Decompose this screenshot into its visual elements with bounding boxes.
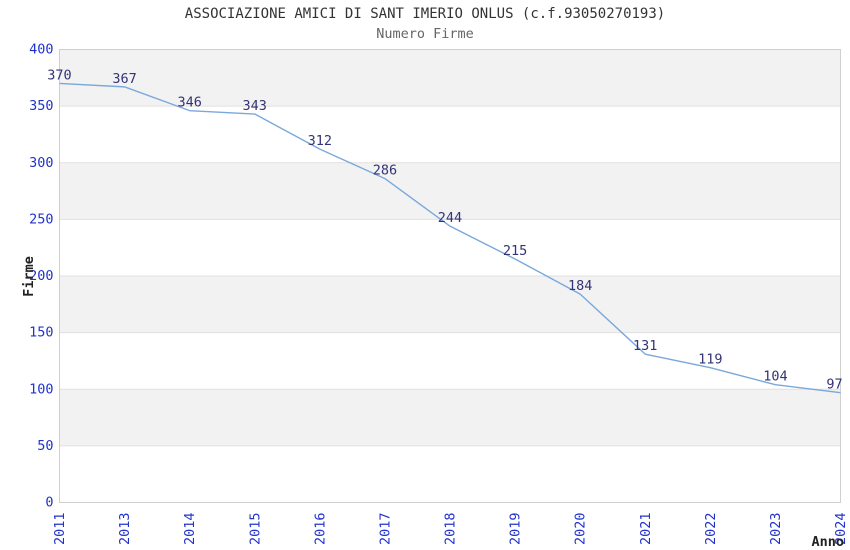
chart-subtitle: Numero Firme — [376, 26, 474, 42]
x-tick-label: 2021 — [638, 513, 654, 546]
plot-band — [59, 445, 841, 503]
plot-band — [59, 332, 841, 390]
x-tick-label: 2022 — [703, 513, 719, 546]
y-axis-title: Firme — [21, 256, 37, 297]
x-tick-label: 2011 — [52, 513, 68, 546]
y-tick-label: 250 — [29, 211, 53, 227]
data-point-label: 312 — [308, 133, 332, 149]
x-tick-label: 2013 — [117, 513, 133, 546]
plot-band — [59, 162, 841, 220]
data-point-label: 367 — [112, 71, 136, 87]
x-tick-label: 2019 — [508, 513, 524, 546]
chart-title: ASSOCIAZIONE AMICI DI SANT IMERIO ONLUS … — [184, 6, 666, 22]
y-tick-label: 100 — [29, 381, 53, 397]
data-point-label: 346 — [177, 95, 201, 111]
y-tick-label: 200 — [29, 268, 53, 284]
data-point-label: 104 — [763, 369, 787, 385]
y-tick-label: 150 — [29, 325, 53, 341]
plot-band — [59, 49, 841, 107]
y-tick-label: 300 — [29, 155, 53, 171]
data-point-label: 343 — [243, 98, 267, 114]
x-tick-label: 2016 — [312, 513, 328, 546]
data-point-label: 184 — [568, 278, 592, 294]
x-tick-label: 2023 — [768, 513, 784, 546]
data-point-label: 97 — [826, 377, 842, 393]
data-point-label: 244 — [438, 210, 462, 226]
x-tick-label: 2018 — [443, 513, 459, 546]
data-point-label: 286 — [373, 163, 397, 179]
data-point-label: 370 — [47, 67, 71, 83]
data-point-label: 215 — [503, 243, 527, 259]
plot-area: 0 50 100 150 200 250 300 350 400 2011 2013 2014 2015… — [29, 42, 849, 546]
series-line — [59, 82, 841, 394]
y-tick-label: 400 — [29, 42, 53, 58]
plot-border — [59, 49, 841, 503]
data-point-label: 131 — [633, 338, 657, 354]
plot-band — [59, 219, 841, 276]
x-tick-label: 2015 — [247, 513, 263, 546]
x-tick-label: 2017 — [377, 513, 393, 546]
x-tick-label: 2024 — [833, 513, 849, 546]
plot-band — [59, 276, 841, 333]
x-tick-label: 2020 — [573, 513, 589, 546]
plot-band — [59, 389, 841, 446]
x-axis-title: Anno — [811, 534, 844, 550]
data-point-label: 119 — [698, 352, 722, 368]
plot-band — [59, 106, 841, 163]
y-tick-label: 350 — [29, 98, 53, 114]
y-tick-label: 50 — [37, 438, 53, 454]
y-tick-label: 0 — [45, 495, 53, 511]
x-tick-label: 2014 — [182, 513, 198, 546]
